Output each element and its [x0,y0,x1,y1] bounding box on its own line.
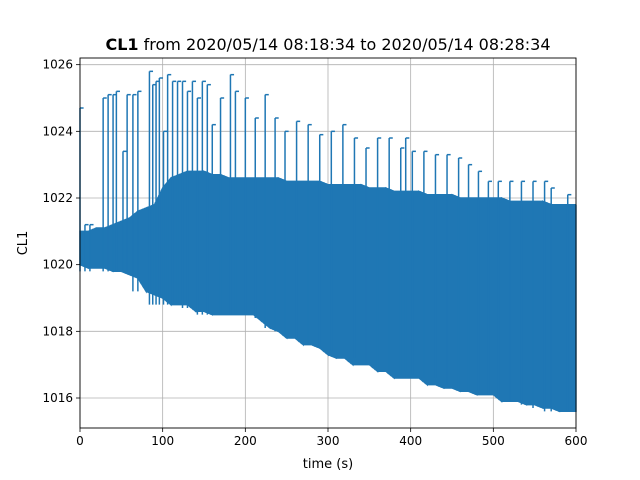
chart-title-rest: from 2020/05/14 08:18:34 to 2020/05/14 0… [139,35,551,54]
x-tick-label: 300 [317,434,340,448]
x-tick-label: 100 [151,434,174,448]
y-tick-label: 1024 [42,124,73,138]
x-tick-label: 500 [482,434,505,448]
x-tick-label: 0 [76,434,84,448]
y-tick-label: 1016 [42,391,73,405]
y-tick-label: 1020 [42,258,73,272]
x-tick-label: 600 [565,434,588,448]
x-axis-ticks: 0 100 200 300 400 500 600 [76,428,587,448]
plot-area [79,70,577,413]
x-tick-label: 400 [399,434,422,448]
y-tick-label: 1022 [42,191,73,205]
y-axis-label: CL1 [16,231,31,256]
y-tick-label: 1018 [42,324,73,338]
chart-title: CL1 from 2020/05/14 08:18:34 to 2020/05/… [105,35,550,54]
y-tick-label: 1026 [42,58,73,72]
x-axis-label: time (s) [303,457,353,472]
chart-title-bold: CL1 [105,35,138,54]
series-band [79,170,577,413]
y-axis-ticks: 1016 1018 1020 1022 1024 1026 [42,58,80,405]
x-tick-label: 200 [234,434,257,448]
